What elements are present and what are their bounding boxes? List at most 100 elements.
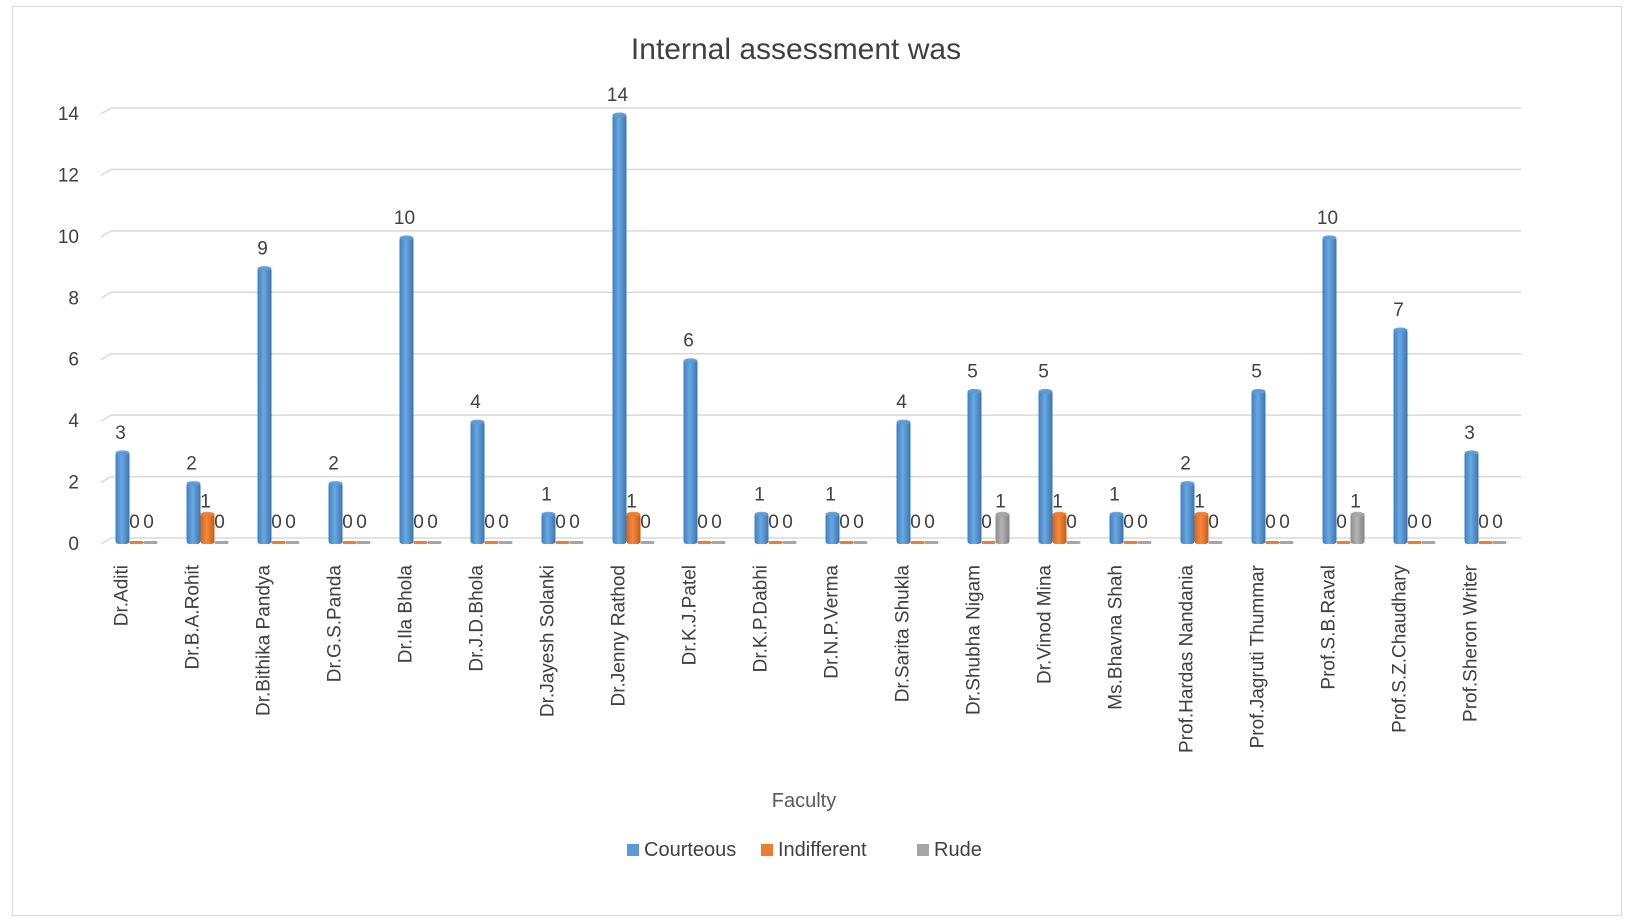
x-tick-label: Prof.Sheron Writer: [1461, 564, 1482, 722]
bar-cap: [115, 450, 130, 456]
legend-swatch: [917, 844, 929, 856]
bar-body: [683, 359, 698, 544]
x-tick-label: Dr.Sarita Shukla: [893, 565, 914, 703]
bar-rude: [1492, 541, 1507, 544]
data-label: 1: [825, 484, 836, 505]
y-tick-label: 2: [68, 473, 79, 494]
bar-rude: [853, 541, 868, 544]
bar-body: [1123, 541, 1138, 544]
y-tick-label: 10: [58, 227, 79, 248]
bar-cap: [896, 419, 911, 425]
legend-label: Rude: [934, 839, 982, 861]
data-label: 0: [981, 512, 992, 533]
x-tick-label: Dr.Shubha Nigam: [964, 565, 985, 715]
legend-item-courteous: Courteous: [627, 839, 736, 861]
bar-body: [342, 541, 357, 544]
gridline-edge: [100, 537, 112, 545]
bar-indifferent: [200, 511, 215, 544]
bar-body: [1279, 541, 1294, 544]
data-label: 0: [143, 512, 154, 533]
data-label: 1: [1350, 491, 1361, 512]
bar-body: [839, 541, 854, 544]
bar-body: [640, 541, 655, 544]
data-label: 2: [186, 454, 197, 475]
bar-body: [186, 482, 201, 544]
data-label: 1: [995, 491, 1006, 512]
gridline-edge: [100, 230, 112, 238]
data-label: 5: [967, 361, 978, 382]
bar-indifferent: [271, 541, 286, 544]
y-tick-label: 6: [68, 350, 79, 371]
bar-courteous: [896, 419, 911, 544]
bar-indifferent: [768, 541, 783, 544]
bar-rude: [214, 541, 229, 544]
data-label: 0: [839, 512, 850, 533]
gridline-edge: [100, 475, 112, 484]
bar-courteous: [1038, 388, 1053, 544]
x-tick-label: Dr.Aditi: [112, 565, 133, 626]
bar-courteous: [541, 511, 556, 544]
bar-rude: [995, 511, 1010, 544]
bar-courteous: [754, 511, 769, 544]
data-label: 0: [1336, 512, 1347, 533]
data-label: 0: [129, 512, 140, 533]
data-label: 0: [1123, 512, 1134, 533]
legend-label: Courteous: [644, 839, 736, 861]
bar-body: [626, 513, 641, 544]
bar-cap: [1393, 327, 1408, 333]
bar-cap: [995, 511, 1010, 517]
bar-body: [328, 482, 343, 544]
data-label: 0: [697, 512, 708, 533]
bar-courteous: [115, 450, 130, 544]
data-label: 0: [924, 512, 935, 533]
data-label: 1: [626, 491, 637, 512]
bar-body: [1478, 541, 1493, 544]
data-label: 0: [356, 512, 367, 533]
y-tick-label: 0: [68, 534, 79, 555]
bar-body: [1038, 390, 1053, 544]
bar-indifferent: [1336, 541, 1351, 544]
x-tick-label: Ms.Bhavna Shah: [1106, 565, 1127, 710]
x-tick-label: Prof.S.Z.Chaudhary: [1390, 565, 1411, 733]
bar-courteous: [186, 481, 201, 544]
bar-rude: [1137, 541, 1152, 544]
bar-cap: [1194, 511, 1209, 517]
bar-cap: [257, 266, 272, 272]
data-label: 0: [1478, 512, 1489, 533]
bar-rude: [356, 541, 371, 544]
bar-body: [612, 114, 627, 544]
bar-indifferent: [1123, 541, 1138, 544]
bar-body: [697, 541, 712, 544]
x-tick-label: Dr.Jenny Rathod: [609, 565, 630, 707]
bar-rude: [427, 541, 442, 544]
bar-body: [967, 390, 982, 544]
bar-body: [115, 451, 130, 544]
bar-body: [1492, 541, 1507, 544]
bar-rude: [1421, 541, 1436, 544]
y-tick-label: 8: [68, 288, 79, 309]
y-tick-label: 4: [68, 411, 79, 432]
bar-courteous: [399, 235, 414, 544]
data-label: 0: [271, 512, 282, 533]
bar-body: [1194, 513, 1209, 544]
bar-courteous: [328, 481, 343, 544]
data-label: 4: [896, 392, 907, 413]
x-tick-label: Prof.Jagruti Thummar: [1248, 564, 1269, 748]
bar-cap: [612, 112, 627, 118]
bar-courteous: [1251, 388, 1266, 544]
data-label: 0: [427, 512, 438, 533]
bar-body: [1109, 513, 1124, 544]
bar-body: [129, 541, 144, 544]
x-tick-label: Dr.Ila Bhola: [396, 565, 417, 664]
data-label: 0: [1421, 512, 1432, 533]
legend-item-rude: Rude: [917, 839, 982, 861]
x-tick-label: Dr.G.S.Panda: [325, 565, 346, 683]
data-label: 5: [1038, 361, 1049, 382]
data-label: 1: [1109, 484, 1120, 505]
bar-body: [711, 541, 726, 544]
bar-body: [825, 513, 840, 544]
bar-cap: [967, 388, 982, 394]
data-label: 0: [1066, 512, 1077, 533]
bar-body: [1265, 541, 1280, 544]
